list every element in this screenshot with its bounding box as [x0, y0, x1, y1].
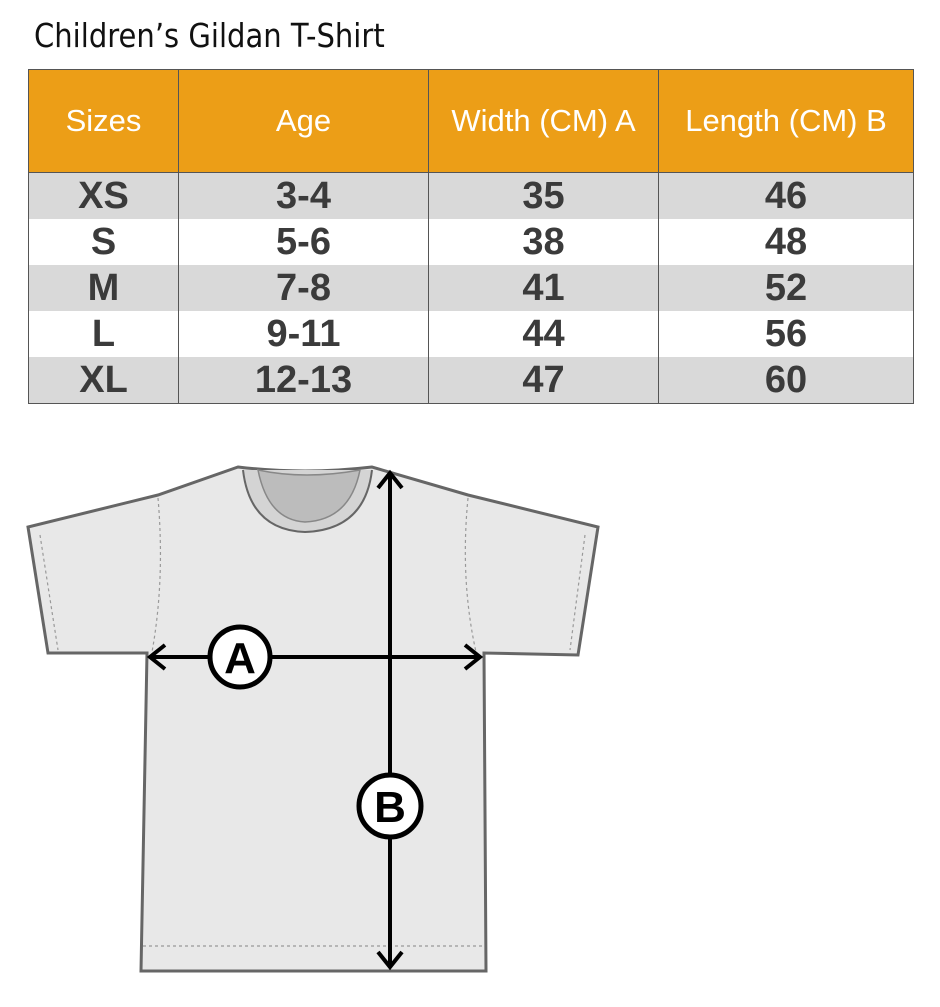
cell-length: 60 [658, 357, 914, 404]
cell-size: M [28, 265, 179, 311]
header-sizes: Sizes [28, 69, 179, 173]
header-width: Width (CM) A [428, 69, 659, 173]
label-b-circle [356, 772, 424, 840]
size-table: Sizes Age Width (CM) A Length (CM) B XS 3… [28, 69, 914, 404]
label-a: A [224, 634, 256, 683]
table-row: S 5-6 38 48 [28, 219, 914, 265]
table-header-row: Sizes Age Width (CM) A Length (CM) B [28, 69, 914, 173]
cell-width: 35 [428, 172, 659, 219]
cell-width: 38 [428, 219, 659, 265]
table-row: M 7-8 41 52 [28, 265, 914, 311]
cell-width: 44 [428, 311, 659, 357]
cell-size: L [28, 311, 179, 357]
cell-age: 7-8 [178, 265, 429, 311]
cell-length: 56 [658, 311, 914, 357]
header-age: Age [178, 69, 429, 173]
tshirt-diagram: A B [26, 465, 600, 973]
header-length: Length (CM) B [658, 69, 914, 173]
table-row: XL 12-13 47 60 [28, 357, 914, 404]
tshirt-outline [26, 465, 600, 973]
table-row: XS 3-4 35 46 [28, 172, 914, 219]
cell-width: 47 [428, 357, 659, 404]
cell-length: 48 [658, 219, 914, 265]
stitching [39, 497, 586, 947]
cell-age: 3-4 [178, 172, 429, 219]
cell-size: S [28, 219, 179, 265]
label-a-circle [207, 624, 273, 690]
cell-age: 9-11 [178, 311, 429, 357]
label-b: B [374, 783, 406, 832]
cell-length: 52 [658, 265, 914, 311]
cell-age: 5-6 [178, 219, 429, 265]
cell-size: XS [28, 172, 179, 219]
table-row: L 9-11 44 56 [28, 311, 914, 357]
cell-size: XL [28, 357, 179, 404]
cell-length: 46 [658, 172, 914, 219]
cell-width: 41 [428, 265, 659, 311]
cell-age: 12-13 [178, 357, 429, 404]
page-title: Children’s Gildan T-Shirt [34, 16, 385, 55]
measure-arrows [146, 469, 484, 971]
